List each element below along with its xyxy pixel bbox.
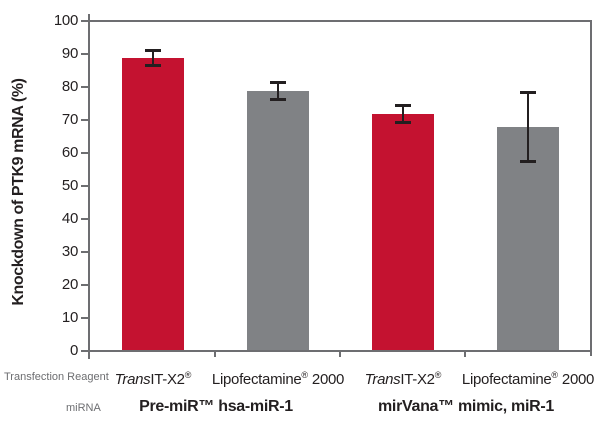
registered-mark: ® bbox=[184, 370, 192, 380]
error-bar-cap bbox=[519, 159, 536, 163]
y-tick-mark bbox=[81, 152, 88, 154]
registered-mark: ® bbox=[434, 370, 442, 380]
y-tick-label: 30 bbox=[61, 243, 78, 260]
y-tick-label: 80 bbox=[61, 78, 78, 95]
error-bar-cap bbox=[519, 91, 536, 95]
y-tick-label: 90 bbox=[61, 45, 78, 62]
bar-1 bbox=[121, 58, 184, 350]
y-tick-label: 20 bbox=[61, 276, 78, 293]
bar-2 bbox=[246, 90, 309, 350]
registered-mark: ® bbox=[301, 370, 309, 380]
bar-4 bbox=[496, 127, 559, 350]
registered-mark: ® bbox=[551, 370, 559, 380]
x-tick-label-lipofectamine-1: Lipofectamine® 2000 bbox=[212, 370, 344, 388]
group-label-pre-mir: Pre-miR™ hsa-miR-1 bbox=[139, 398, 293, 415]
y-tick-label: 0 bbox=[69, 342, 78, 359]
y-tick-mark bbox=[81, 119, 88, 121]
x-tick-label-lipofectamine-2: Lipofectamine® 2000 bbox=[462, 370, 594, 388]
group-label-mirvana: mirVana™ mimic, miR-1 bbox=[378, 398, 554, 415]
x-row-label-transfection-reagent: Transfection Reagent bbox=[4, 371, 109, 383]
axis-extension bbox=[590, 352, 592, 356]
error-bar-cap bbox=[144, 49, 161, 53]
label-italic-part: Trans bbox=[114, 371, 151, 388]
x-tick-label-transit-x2-2: TransIT-X2® bbox=[365, 370, 442, 388]
y-tick-label: 40 bbox=[61, 210, 78, 227]
label-tail-part: 2000 bbox=[308, 371, 345, 388]
label-text-part: Lipofectamine bbox=[211, 371, 302, 388]
bar-3 bbox=[371, 113, 434, 350]
y-tick-mark bbox=[81, 185, 88, 187]
x-boundary-tick bbox=[339, 352, 341, 357]
error-bar-line bbox=[401, 105, 404, 123]
label-text-part: IT-X2 bbox=[150, 371, 185, 388]
bar-layer bbox=[90, 22, 590, 357]
error-bar-cap bbox=[144, 63, 161, 67]
y-tick-mark bbox=[81, 86, 88, 88]
y-axis-title: Knockdown of PTK9 mRNA (%) bbox=[10, 78, 27, 306]
x-boundary-tick bbox=[214, 352, 216, 357]
x-row-label-mirna: miRNA bbox=[66, 402, 101, 414]
label-text-part: Lipofectamine bbox=[461, 371, 552, 388]
error-bar-cap bbox=[269, 81, 286, 85]
y-tick-mark bbox=[81, 317, 88, 319]
error-bar-line bbox=[526, 92, 529, 162]
y-tick-mark bbox=[81, 53, 88, 55]
error-bar-cap bbox=[394, 120, 411, 124]
error-bar-cap bbox=[269, 97, 286, 101]
x-tick-label-transit-x2-1: TransIT-X2® bbox=[115, 370, 192, 388]
axis-extension bbox=[88, 352, 90, 359]
axis-extension bbox=[88, 14, 90, 21]
y-tick-label: 60 bbox=[61, 144, 78, 161]
label-text-part: IT-X2 bbox=[400, 371, 435, 388]
x-boundary-tick bbox=[464, 352, 466, 357]
label-tail-part: 2000 bbox=[558, 371, 595, 388]
y-tick-mark bbox=[81, 251, 88, 253]
y-tick-mark bbox=[81, 350, 88, 352]
y-tick-label: 100 bbox=[53, 12, 78, 29]
label-italic-part: Trans bbox=[364, 371, 401, 388]
error-bar-cap bbox=[394, 104, 411, 108]
error-bar-line bbox=[151, 50, 154, 66]
y-tick-mark bbox=[81, 218, 88, 220]
y-tick-label: 10 bbox=[61, 309, 78, 326]
y-tick-label: 70 bbox=[61, 111, 78, 128]
y-tick-label: 50 bbox=[61, 177, 78, 194]
y-tick-mark bbox=[81, 20, 88, 22]
y-tick-mark bbox=[81, 284, 88, 286]
error-bar-line bbox=[276, 82, 279, 100]
